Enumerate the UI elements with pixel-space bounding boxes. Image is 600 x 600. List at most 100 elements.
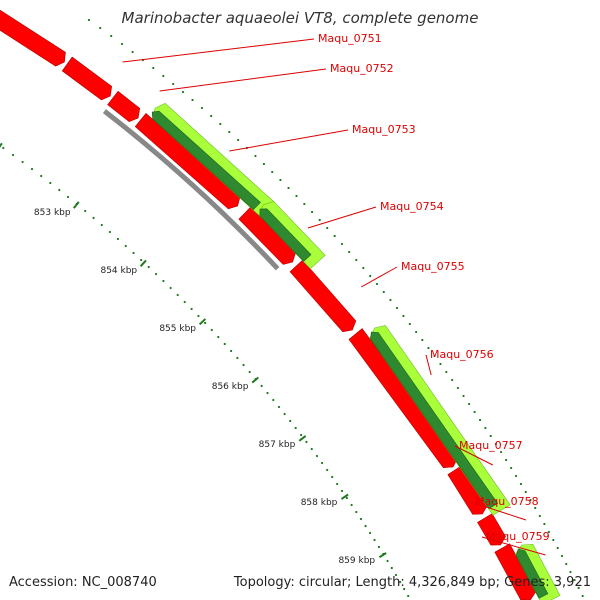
outer-scale-dot [333, 234, 336, 238]
outer-scale-dot [456, 386, 459, 390]
gene-label: Maqu_0759 [486, 530, 550, 543]
scale-tick-label: 859 kbp [338, 556, 375, 566]
outer-scale-dot [415, 330, 418, 334]
scale-tick-label: 858 kbp [301, 498, 338, 508]
outer-scale-dot [543, 522, 546, 526]
scale-tick [378, 552, 387, 559]
outer-scale-dot [237, 138, 240, 142]
outer-scale-dot [569, 570, 572, 574]
outer-scale-dot [279, 178, 282, 182]
scale-dot [359, 517, 363, 521]
gene-label: Maqu_0753 [352, 123, 416, 136]
outer-scale-dot [181, 90, 185, 94]
cds-forward-arrow [348, 328, 458, 469]
scale-dot [315, 454, 319, 458]
scale-tick [340, 493, 349, 500]
outer-scale-dot [348, 250, 351, 254]
scale-dot [345, 496, 348, 500]
scale-dot [108, 230, 112, 234]
scale-dot [223, 342, 226, 346]
gene-label: Maqu_0754 [380, 200, 444, 213]
outer-scale-dot [519, 482, 523, 486]
scale-dot [398, 580, 402, 584]
outer-scale-dot [433, 354, 436, 358]
genome-backbone [102, 109, 280, 271]
cds-reverse-inner [151, 110, 261, 210]
outer-scale-dot [355, 258, 358, 262]
outer-scale-dot [581, 594, 584, 598]
outer-scale-dot [310, 210, 314, 214]
outer-scale-dot [162, 74, 165, 78]
accession-text: Accession: NC_008740 [9, 575, 157, 590]
outer-scale-dot [395, 306, 399, 310]
outer-scale-dot [451, 378, 454, 382]
cds-forward-arrow [289, 259, 357, 333]
outer-scale-dot [228, 130, 231, 134]
scale-tick [298, 435, 307, 442]
scale-dot [176, 293, 179, 297]
scale-dot [310, 447, 313, 451]
outer-scale-dot [210, 114, 213, 118]
scale-dot [30, 167, 34, 171]
scale-dot [66, 195, 70, 199]
scale-dot [11, 153, 15, 157]
scale-dot [210, 328, 213, 332]
gene-leader-line [425, 354, 432, 376]
scale-dot [283, 412, 286, 416]
scale-tick-label: 854 kbp [100, 266, 137, 276]
genome-summary-text: Topology: circular; Length: 4,326,849 bp… [233, 575, 591, 590]
outer-scale-dot [556, 546, 559, 550]
outer-scale-dot [427, 346, 430, 350]
scale-dot [40, 174, 43, 178]
scale-dot [394, 573, 398, 577]
gene-label: Maqu_0757 [459, 439, 523, 452]
outer-scale-dot [131, 50, 134, 54]
scale-tick [139, 259, 147, 267]
scale-tick [251, 376, 259, 384]
scale-dot [204, 321, 207, 325]
outer-scale-dot [462, 394, 465, 398]
scale-dot [377, 545, 381, 549]
scale-dot [169, 286, 172, 290]
gene-label: Maqu_0752 [330, 62, 394, 75]
scale-dot [229, 349, 233, 353]
gene-label: Maqu_0751 [318, 32, 382, 45]
outer-scale-dot [120, 42, 124, 46]
map-title: Marinobacter aquaeolei VT8, complete gen… [121, 9, 479, 27]
outer-scale-dot [326, 226, 329, 230]
gene-leader-line [159, 68, 327, 92]
outer-scale-dot [478, 418, 482, 422]
scale-dot [373, 538, 376, 542]
gene-leader-line [454, 445, 493, 466]
scale-dot [2, 146, 5, 150]
scale-dot [58, 188, 61, 192]
outer-scale-dot [439, 362, 442, 366]
outer-scale-dot [565, 562, 568, 566]
scale-dot [390, 566, 393, 570]
scale-dot [147, 265, 150, 269]
gene-label: Maqu_0756 [430, 348, 494, 361]
scale-dot [217, 335, 220, 339]
gene-leader-line [229, 129, 349, 152]
scale-dot [21, 160, 24, 164]
scale-dots [2, 146, 410, 598]
scale-dot [272, 398, 275, 402]
outer-scale-dot [382, 290, 385, 294]
outer-scale-dot [191, 98, 194, 102]
outer-scale-dot [573, 578, 576, 582]
outer-scale-dot [499, 450, 503, 454]
scale-dot [386, 559, 389, 563]
outer-scale-dot [389, 298, 392, 302]
outer-scale-dot [110, 34, 113, 38]
scale-dot [162, 279, 165, 283]
scale-dot [260, 384, 263, 388]
outer-scale-dot [375, 282, 379, 286]
outer-scale-dot [421, 338, 424, 342]
outer-scale-dot [219, 122, 222, 126]
scale-tick [0, 142, 3, 148]
cds-forward-arrow [0, 9, 66, 67]
outer-scale-dot [468, 402, 471, 406]
outer-scale-dot [494, 442, 498, 446]
outer-scale-dot [200, 106, 204, 110]
outer-scale-dot [577, 586, 580, 590]
